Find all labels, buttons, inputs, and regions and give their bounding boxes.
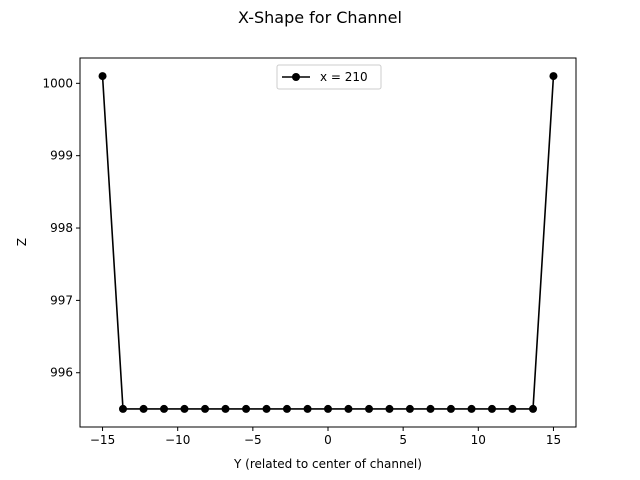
data-point	[405, 404, 414, 413]
x-tick-label: 0	[324, 433, 332, 447]
data-point	[221, 404, 230, 413]
y-tick-label: 999	[50, 149, 73, 163]
x-tick-label: 15	[546, 433, 561, 447]
x-tick-label: −10	[165, 433, 190, 447]
data-point	[242, 404, 251, 413]
legend-label: x = 210	[320, 70, 368, 84]
data-point	[385, 404, 394, 413]
legend-box	[276, 64, 382, 90]
x-tick-label: −5	[244, 433, 262, 447]
data-point	[549, 72, 558, 81]
y-tick-label: 997	[50, 293, 73, 307]
data-point	[467, 404, 476, 413]
data-point	[98, 72, 107, 81]
x-tick-label: 10	[471, 433, 486, 447]
plot-layer: −15 −10 −5 0 5 10 15 996 997 998 999 1000 x = 210	[42, 57, 577, 447]
data-point	[426, 404, 435, 413]
data-point	[529, 404, 538, 413]
data-point	[303, 404, 312, 413]
data-point	[139, 404, 148, 413]
data-point	[262, 404, 271, 413]
data-point	[446, 404, 455, 413]
data-point	[180, 404, 189, 413]
x-tick-label: −15	[90, 433, 115, 447]
series-line	[101, 76, 555, 410]
y-tick-label: 998	[50, 221, 73, 235]
legend-marker	[292, 73, 300, 81]
plot-frame	[79, 57, 577, 428]
data-point	[487, 404, 496, 413]
data-point	[344, 404, 353, 413]
data-point	[324, 404, 332, 413]
y-axis-label: Z	[15, 238, 29, 246]
data-point	[365, 404, 374, 413]
chart-title: X-Shape for Channel	[238, 8, 402, 27]
y-tick-label: 1000	[42, 76, 73, 90]
data-point	[201, 404, 210, 413]
x-tick-label: 5	[399, 433, 407, 447]
data-point	[282, 404, 291, 413]
x-axis-label: Y (related to center of channel)	[233, 457, 422, 471]
data-point	[160, 404, 169, 413]
y-tick-label: 996	[50, 366, 73, 380]
data-point	[118, 404, 127, 413]
data-point	[508, 404, 517, 413]
